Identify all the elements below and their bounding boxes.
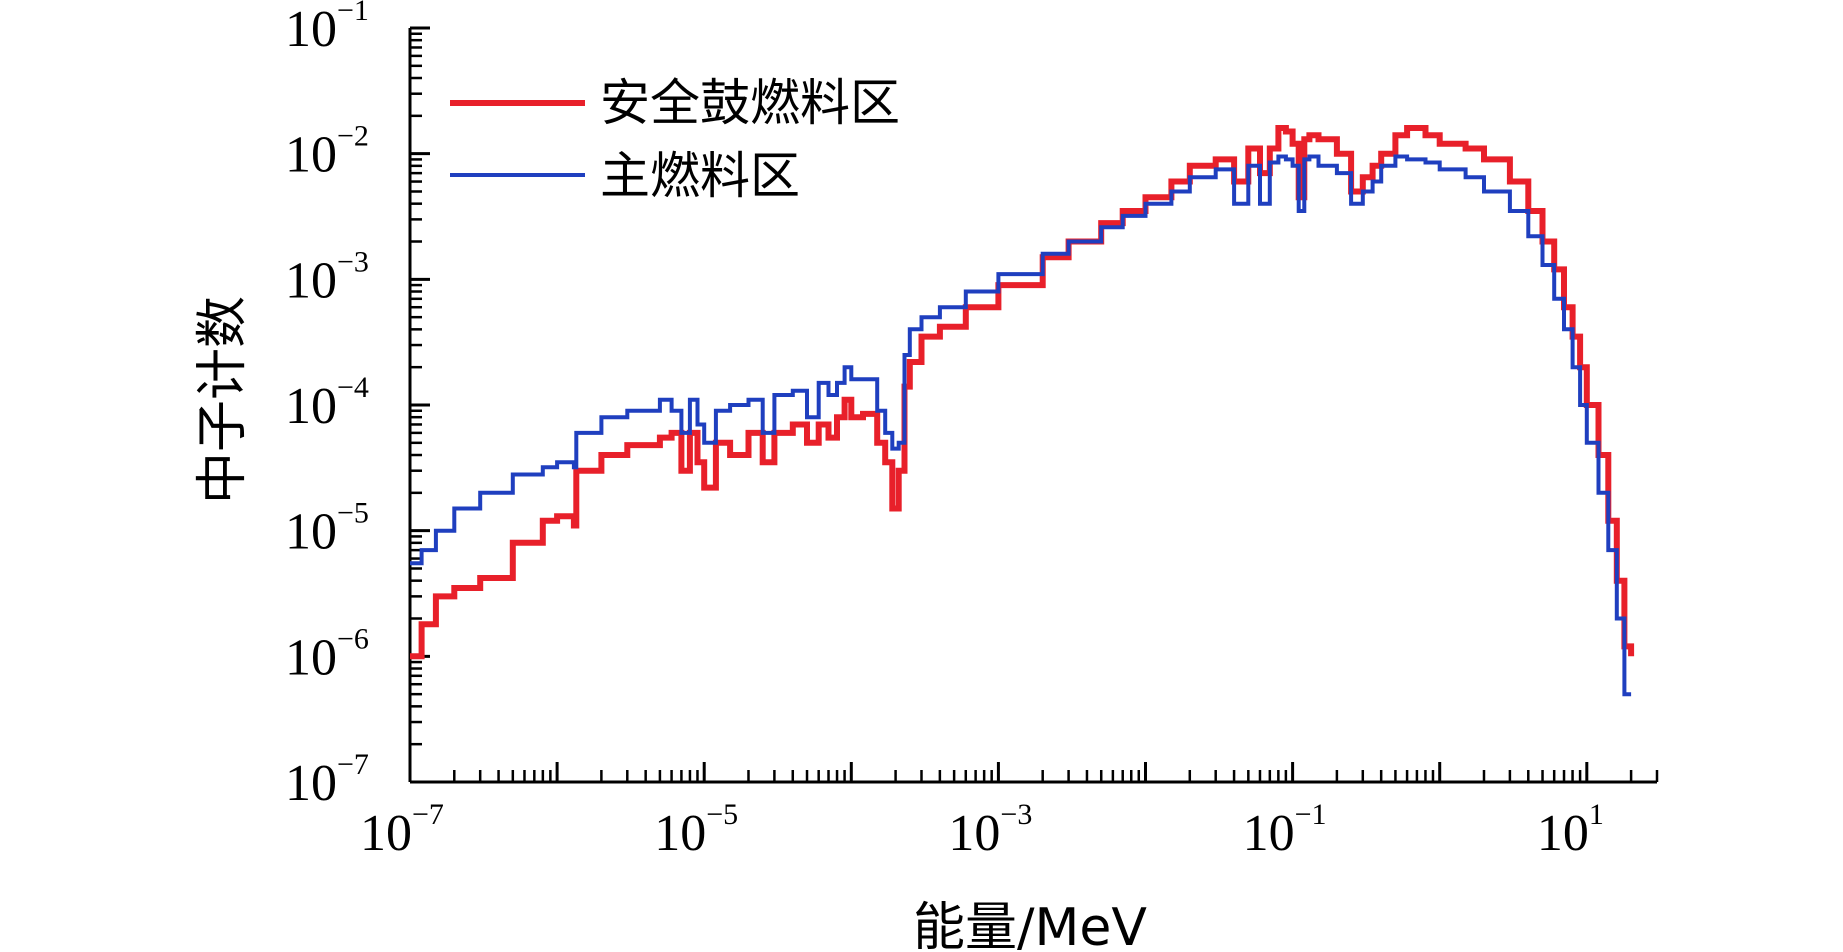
y-tick-label: 10−7 — [285, 748, 369, 812]
series-line-1 — [410, 154, 1632, 697]
axes: 10−7 10−6 10−5 10−4 10−3 10−2 10−1 10−7 10−5 10−3… — [285, 0, 1659, 862]
plot-lines — [410, 125, 1635, 697]
legend-label-safety-drum: 安全鼓燃料区 — [600, 74, 900, 132]
y-tick-label: 10−4 — [285, 371, 369, 435]
y-tick-label: 10−3 — [285, 245, 369, 309]
y-tick-label: 10−2 — [285, 120, 369, 184]
x-tick-label: 10−3 — [948, 798, 1032, 862]
legend: 安全鼓燃料区 主燃料区 — [450, 74, 900, 205]
series-line-0 — [410, 125, 1635, 660]
x-axis-title: 能量/MeV — [913, 898, 1147, 952]
y-tick-label: 10−5 — [285, 497, 369, 561]
y-axis-title: 中子计数 — [193, 296, 253, 504]
y-tick-label: 10−1 — [285, 0, 369, 58]
legend-label-main-fuel: 主燃料区 — [600, 147, 800, 205]
y-tick-label: 10−6 — [285, 622, 369, 686]
x-tick-label: 10−5 — [654, 798, 738, 862]
x-tick-label: 101 — [1537, 798, 1604, 862]
x-tick-label: 10−7 — [360, 798, 444, 862]
x-tick-label: 10−1 — [1243, 798, 1327, 862]
